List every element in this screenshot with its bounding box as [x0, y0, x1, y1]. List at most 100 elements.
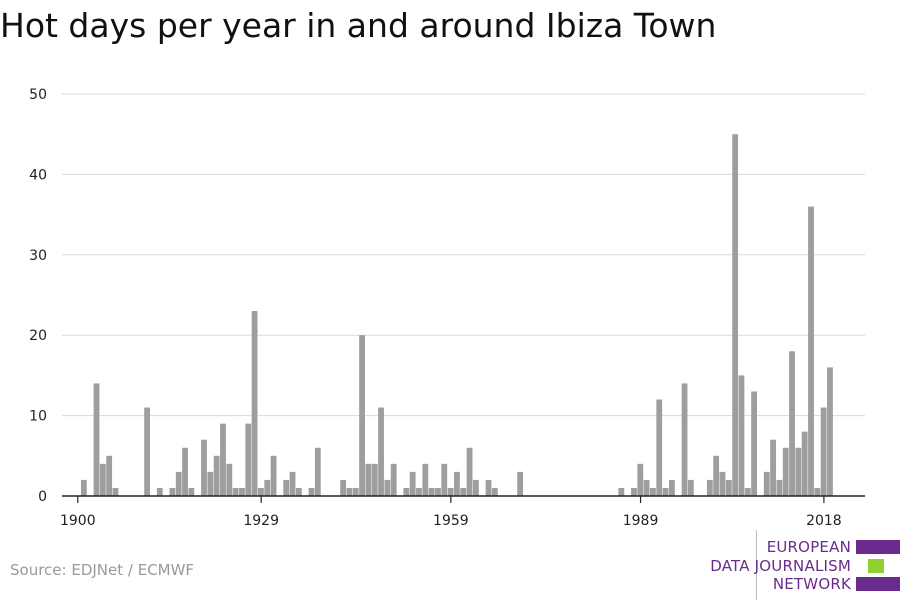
bar [681, 383, 688, 496]
source-note: Source: EDJNet / ECMWF [10, 561, 195, 579]
logo-text: EUROPEAN DATA JOURNALISM NETWORK [710, 538, 851, 594]
bar [687, 479, 694, 496]
x-tick-label: 1929 [243, 513, 279, 529]
bar [517, 471, 524, 496]
bar [340, 479, 347, 496]
axes: 0 10 20 30 40 50 1900 1929 1959 1989 2018 [29, 87, 865, 529]
bar [801, 431, 808, 496]
y-tick-label: 50 [29, 87, 47, 103]
bar [808, 206, 814, 496]
bar [637, 463, 644, 496]
logo-divider [756, 530, 757, 600]
x-tick-label: 1989 [623, 513, 659, 529]
bar [156, 487, 163, 496]
logo-bar-2 [868, 559, 884, 573]
bar [454, 471, 460, 496]
bar [662, 487, 669, 496]
bar [409, 471, 416, 496]
logo-bar-1 [856, 540, 900, 554]
bar [378, 407, 384, 496]
bar [99, 463, 106, 496]
bar [770, 439, 776, 496]
bar [650, 487, 656, 496]
y-tick-label: 20 [29, 328, 47, 344]
bar [169, 487, 176, 496]
bar [258, 487, 264, 496]
bar [201, 439, 207, 496]
bar [618, 487, 625, 496]
bar [466, 447, 473, 496]
bar [732, 134, 739, 496]
bar [352, 487, 359, 496]
bar [188, 487, 195, 496]
bar [751, 391, 758, 496]
bar [631, 487, 637, 496]
bar [308, 487, 315, 496]
bar [441, 463, 448, 496]
bar [820, 407, 827, 496]
bar [403, 487, 410, 496]
bar [346, 487, 353, 496]
bar [106, 455, 113, 496]
bar [776, 479, 783, 496]
bar [485, 479, 492, 496]
bar [390, 463, 397, 496]
bar [371, 463, 378, 496]
bar [232, 487, 239, 496]
bar [220, 423, 226, 496]
y-tick-label: 40 [29, 167, 47, 183]
y-tick-label: 0 [38, 489, 47, 505]
bar [182, 447, 188, 496]
chart-title: Hot days per year in and around Ibiza To… [0, 6, 717, 45]
bar [365, 463, 372, 496]
bar [289, 471, 296, 496]
bar [725, 479, 732, 496]
edjnet-logo: EUROPEAN DATA JOURNALISM NETWORK [700, 530, 900, 600]
bars [80, 134, 833, 496]
bar [656, 399, 663, 496]
bar [763, 471, 770, 496]
bar [668, 479, 675, 496]
x-tick-label: 1959 [433, 513, 469, 529]
bar [93, 383, 100, 496]
bar [719, 471, 726, 496]
bar [270, 455, 277, 496]
bar [738, 375, 745, 496]
bar [144, 407, 151, 496]
bar [359, 335, 365, 496]
bar [472, 479, 479, 496]
y-tick-label: 30 [29, 248, 47, 264]
bar [175, 471, 182, 496]
y-tick-label: 10 [29, 409, 47, 425]
bar [226, 463, 233, 496]
bar [283, 479, 290, 496]
bar [264, 479, 271, 496]
bar [422, 463, 429, 496]
bar [706, 479, 713, 496]
bar [207, 471, 214, 496]
x-tick-label: 1900 [60, 513, 96, 529]
x-tick-label: 2018 [806, 513, 842, 529]
bar [239, 487, 245, 496]
bar [814, 487, 821, 496]
bar [435, 487, 441, 496]
gridlines [62, 93, 865, 417]
bar [447, 487, 454, 496]
bar [782, 447, 789, 496]
bar [213, 455, 220, 496]
logo-line-2: DATA JOURNALISM [710, 556, 851, 575]
bar [795, 447, 802, 496]
bar [314, 447, 321, 496]
logo-bar-3 [856, 577, 900, 591]
bar [744, 487, 751, 496]
bar [643, 479, 650, 496]
bar [713, 455, 720, 496]
bar [384, 479, 391, 496]
bar [416, 487, 422, 496]
bar [428, 487, 435, 496]
bar [491, 487, 498, 496]
bar [251, 311, 258, 496]
bar [789, 351, 795, 496]
bar [827, 367, 833, 496]
bar [80, 479, 87, 496]
